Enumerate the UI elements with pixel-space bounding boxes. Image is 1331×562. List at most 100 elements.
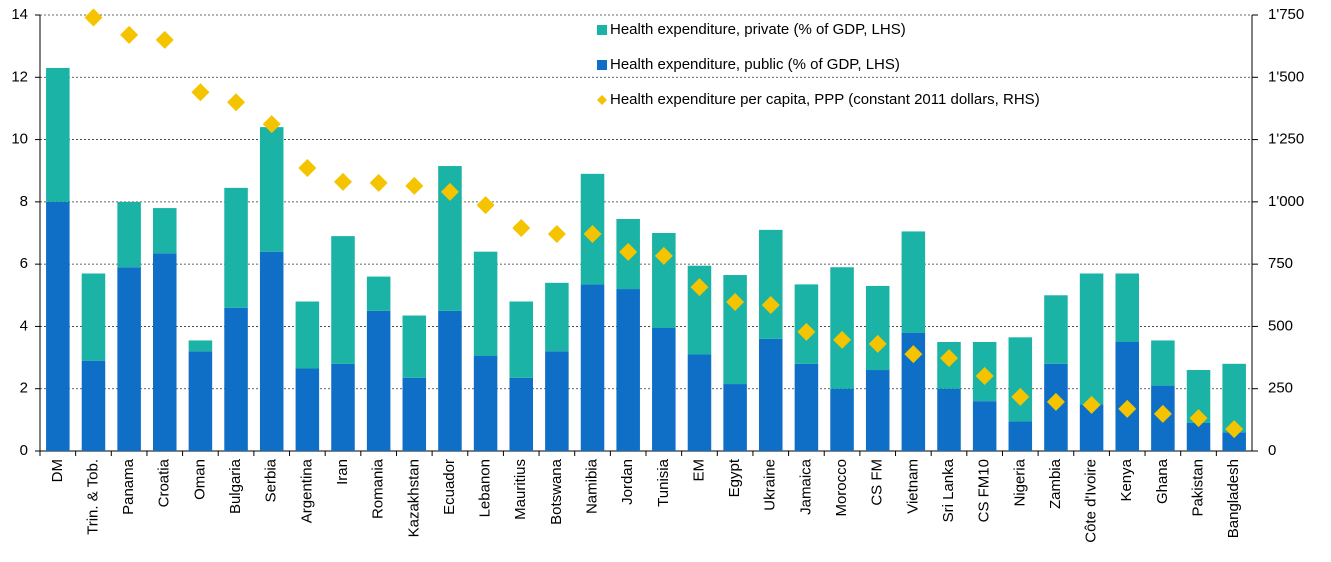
- bar: [46, 201, 70, 451]
- x-tick-label: Iran: [334, 459, 351, 485]
- diamond-marker: [833, 330, 852, 349]
- bar: [331, 236, 355, 364]
- bar: [331, 363, 355, 451]
- bar: [117, 201, 141, 268]
- diamond-marker: [120, 25, 139, 44]
- diamond-marker: [512, 219, 531, 238]
- diamond-marker: [155, 30, 174, 49]
- bar: [580, 284, 605, 451]
- bar: [295, 301, 320, 369]
- diamond-marker: [1189, 409, 1208, 428]
- x-tick-label: Tunisia: [655, 458, 672, 506]
- legend-label: Health expenditure, private (% of GDP, L…: [610, 21, 906, 38]
- diamond-marker: [1011, 387, 1030, 406]
- x-tick-label: Serbia: [263, 458, 280, 502]
- diamond-marker: [405, 176, 424, 195]
- bar: [652, 327, 676, 451]
- bar: [723, 384, 747, 451]
- x-tick-label: Panama: [120, 458, 137, 515]
- bar: [224, 187, 248, 308]
- x-tick-label: Sri Lanka: [940, 458, 957, 522]
- bar: [402, 377, 427, 451]
- y2-tick-label: 500: [1268, 317, 1293, 334]
- diamond-marker: [84, 8, 103, 27]
- x-tick-label: CS FM: [869, 459, 886, 506]
- bar: [759, 229, 783, 339]
- bar: [1115, 273, 1139, 342]
- diamond-marker: [583, 224, 602, 243]
- x-tick-label: Pakistan: [1189, 459, 1206, 517]
- x-tick-label: Ukraine: [762, 459, 779, 511]
- diamond-marker: [619, 242, 638, 261]
- x-tick-label: Trin. & Tob.: [84, 459, 101, 535]
- bar: [545, 282, 569, 352]
- x-tick-label: Croatia: [156, 458, 173, 507]
- diamond-marker: [1082, 395, 1101, 414]
- legend-marker: [597, 95, 607, 105]
- diamond-marker: [1046, 392, 1065, 411]
- bar: [153, 208, 177, 254]
- diamond-marker: [440, 182, 459, 201]
- y-tick-label: 4: [20, 317, 28, 334]
- bar: [972, 401, 997, 451]
- legend-label: Health expenditure, public (% of GDP, LH…: [610, 56, 900, 73]
- bar: [366, 310, 391, 451]
- x-tick-label: Bulgaria: [227, 458, 244, 514]
- bar: [759, 338, 783, 451]
- x-tick-label: Jordan: [619, 459, 636, 505]
- diamond-marker: [904, 345, 923, 364]
- x-tick-label: DM: [49, 459, 66, 482]
- bar: [937, 388, 961, 451]
- diamond-marker: [191, 83, 210, 102]
- bar: [901, 332, 926, 451]
- x-tick-label: Morocco: [833, 459, 850, 517]
- bar: [901, 231, 926, 333]
- x-tick-label: Egypt: [726, 458, 743, 497]
- y2-tick-label: 750: [1268, 255, 1293, 272]
- diamond-marker: [476, 196, 495, 215]
- bar: [616, 289, 640, 451]
- diamond-marker: [334, 172, 352, 191]
- x-tick-label: Kenya: [1118, 458, 1135, 501]
- diamond-marker: [975, 367, 994, 386]
- y2-tick-label: 1'750: [1268, 6, 1304, 23]
- bar: [1186, 422, 1211, 451]
- diamond-marker: [1118, 399, 1137, 418]
- x-tick-label: CS FM10: [976, 459, 993, 522]
- bar: [259, 251, 284, 451]
- x-tick-label: Ghana: [1154, 458, 1171, 504]
- bar: [509, 377, 533, 451]
- x-tick-label: Vietnam: [904, 459, 921, 514]
- bar: [1222, 432, 1246, 451]
- diamond-marker: [940, 349, 958, 368]
- legend-label: Health expenditure per capita, PPP (cons…: [610, 91, 1040, 108]
- bar: [224, 307, 248, 451]
- bar: [188, 340, 213, 352]
- legend-marker: [597, 25, 607, 35]
- bar: [81, 273, 106, 361]
- y2-tick-label: 1'000: [1268, 193, 1304, 210]
- y2-tick-label: 1'500: [1268, 68, 1304, 85]
- y2-tick-label: 0: [1268, 442, 1276, 459]
- diamond-marker: [726, 293, 745, 312]
- bar: [1008, 337, 1033, 422]
- legend-marker: [597, 60, 607, 70]
- bar: [188, 351, 213, 451]
- diamond-marker: [262, 115, 281, 134]
- x-tick-label: Jamaica: [797, 458, 814, 515]
- x-tick-label: Bangladesh: [1225, 459, 1242, 538]
- bar: [366, 276, 391, 311]
- x-tick-label: Namibia: [583, 458, 600, 514]
- x-tick-label: Kazakhstan: [405, 459, 422, 537]
- bar: [865, 285, 890, 371]
- bar: [1186, 370, 1211, 423]
- diamond-marker: [369, 173, 388, 192]
- bar: [295, 368, 320, 451]
- bar: [1008, 421, 1033, 451]
- bar: [794, 363, 819, 451]
- x-tick-label: Ecuador: [441, 459, 458, 515]
- bar: [830, 388, 854, 451]
- bar: [438, 166, 462, 311]
- diamond-marker: [868, 334, 887, 353]
